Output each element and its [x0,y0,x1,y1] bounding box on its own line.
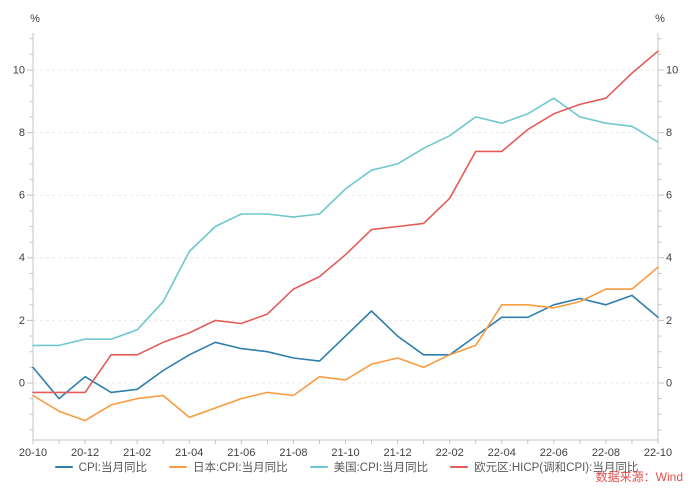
x-tick-label: 21-12 [384,447,412,459]
y-tick-label-left: 0 [19,377,25,389]
y-tick-label-right: 6 [666,190,672,202]
chart-legend: CPI:当月同比 日本:CPI:当月同比 美国:CPI:当月同比 欧元区:HICP(调… [0,459,693,475]
legend-item-1: 日本:CPI:当月同比 [169,459,288,475]
y-tick-label-left: 8 [19,127,25,139]
y-tick-label-left: 4 [19,252,25,264]
x-tick-label: 21-04 [175,447,203,459]
x-tick-label: 22-08 [592,447,620,459]
y-tick-label-right: 2 [666,315,672,327]
x-tick-label: 22-10 [644,447,672,459]
series-line-0 [32,294,659,400]
x-tick-label: 21-06 [227,447,255,459]
legend-label-2: 美国:CPI:当月同比 [333,462,429,474]
x-tick-label: 21-08 [279,447,307,459]
x-tick-label: 22-04 [488,447,516,459]
x-tick-label: 22-02 [436,447,464,459]
x-tick-label: 21-02 [123,447,151,459]
x-tick-label: 22-06 [540,447,568,459]
y-unit-right: % [655,13,665,25]
y-tick-label-left: 2 [19,315,25,327]
series-line-1 [32,266,659,422]
x-tick-label: 20-10 [19,447,47,459]
x-tick-label: 20-12 [71,447,99,459]
y-tick-label-right: 4 [666,252,672,264]
legend-item-0: CPI:当月同比 [54,459,148,475]
legend-swatch-2 [309,465,328,469]
legend-swatch-1 [169,465,188,469]
y-unit-left: % [30,13,40,25]
legend-swatch-0 [54,465,73,469]
legend-swatch-3 [450,465,469,469]
y-tick-label-left: 10 [13,64,25,76]
legend-label-1: 日本:CPI:当月同比 [193,462,288,474]
legend-item-2: 美国:CPI:当月同比 [309,459,429,475]
legend-label-0: CPI:当月同比 [78,462,148,474]
series-line-3 [32,50,659,394]
legend-label-3: 欧元区:HICP(调和CPI):当月同比 [474,462,639,474]
series-line-2 [32,97,659,347]
y-tick-label-right: 8 [666,127,672,139]
y-tick-label-right: 0 [666,377,672,389]
legend-item-3: 欧元区:HICP(调和CPI):当月同比 [450,459,638,475]
x-tick-label: 21-10 [331,447,359,459]
y-tick-label-right: 10 [666,64,678,76]
y-tick-label-left: 6 [19,190,25,202]
data-source-note: 数据来源：Wind [595,470,683,484]
